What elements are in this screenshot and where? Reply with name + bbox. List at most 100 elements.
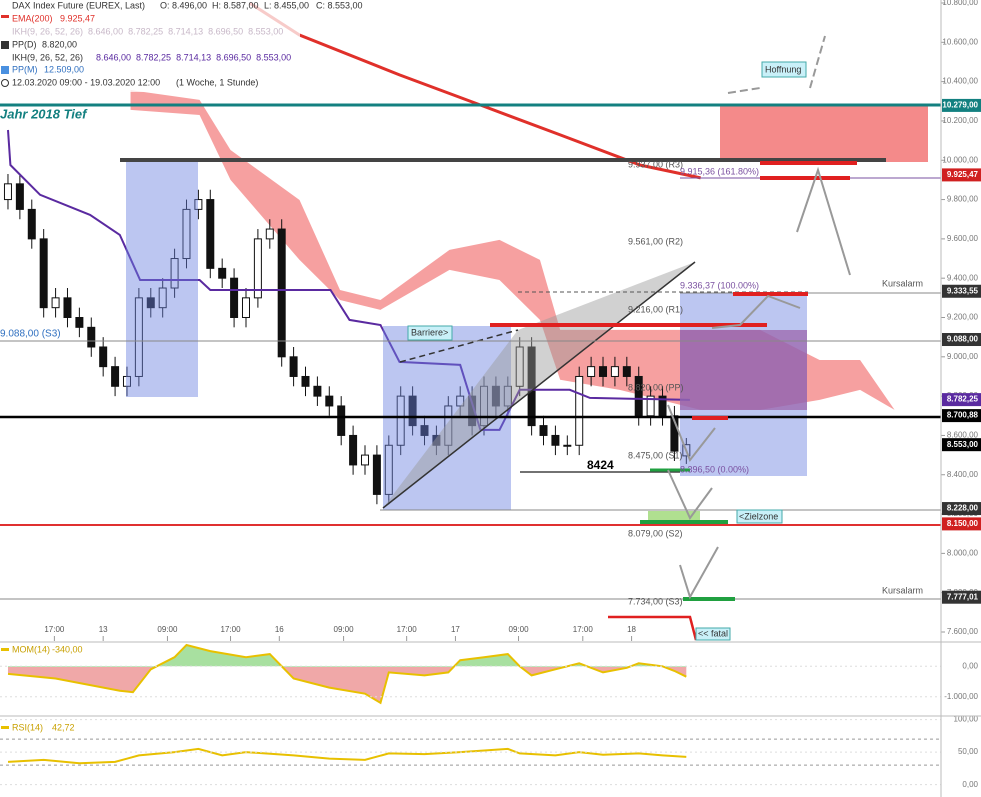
fib-label: 8.396,50 (0.00%) xyxy=(680,464,749,474)
legend-entry: (1 Woche, 1 Stunde) xyxy=(176,77,258,87)
legend-swatch xyxy=(1,15,9,18)
momentum-area-neg xyxy=(7,667,687,703)
candle-body xyxy=(51,297,60,309)
y-tick-label: 10.200,00 xyxy=(942,116,978,125)
candle-body xyxy=(610,366,619,377)
x-tick-label: 13 xyxy=(99,625,108,634)
arrow xyxy=(679,546,719,600)
fib-label: 9.915,36 (161.80%) xyxy=(680,166,759,176)
note: <Zielzone xyxy=(739,511,778,521)
candle-body xyxy=(337,405,346,436)
candle-body xyxy=(87,326,96,348)
price-label: 9.333,55 xyxy=(947,286,979,295)
candle-body xyxy=(301,375,310,387)
candle-body xyxy=(551,434,560,446)
legend-swatch xyxy=(1,726,9,729)
note: Kursalarm xyxy=(882,585,923,595)
candle-body xyxy=(99,346,108,368)
candle-body xyxy=(3,183,12,201)
legend-value: 8.820,00 xyxy=(42,39,77,49)
y-tick-label: 9.800,00 xyxy=(947,195,979,204)
candle-body xyxy=(420,425,429,436)
note: Kursalarm xyxy=(882,278,923,288)
y-tick-label: 10.800,00 xyxy=(942,0,978,7)
candle-body xyxy=(265,228,274,240)
y-tick-label: 50,00 xyxy=(958,747,979,756)
y-tick-label: 9.600,00 xyxy=(947,234,979,243)
legend-swatch xyxy=(1,66,9,74)
cloud xyxy=(130,90,895,410)
y-tick-label: -1.000,00 xyxy=(944,692,978,701)
note-box xyxy=(407,325,453,341)
x-tick-label: 18 xyxy=(627,625,636,634)
price-label: 8.150,00 xyxy=(947,519,979,528)
legend-value: O: 8.496,00 xyxy=(160,0,207,10)
highlight-box xyxy=(126,162,198,397)
candle-body xyxy=(539,425,548,436)
candle-body xyxy=(15,183,24,210)
candle-body xyxy=(289,356,298,377)
y-tick-label: 8.400,00 xyxy=(947,470,979,479)
price-label-box xyxy=(942,333,981,347)
candle-body xyxy=(408,395,417,427)
legend-value: L: 8.455,00 xyxy=(264,0,309,10)
legend-entry: IKH(9, 26, 52, 26) 8.646,00 8.782,25 8.7… xyxy=(12,26,283,36)
candle-body xyxy=(63,297,72,318)
candle-body xyxy=(468,395,477,427)
legend-title: DAX Index Future (EUREX, Last) xyxy=(12,0,145,10)
candle-body xyxy=(27,208,36,240)
note: 9.088,00 (S3) xyxy=(0,329,61,340)
legend-swatch xyxy=(1,648,9,651)
pivot-label: 9.561,00 (R2) xyxy=(628,236,683,246)
panel-value: -340,00 xyxy=(52,644,83,654)
candle-body xyxy=(563,444,572,447)
candle-body xyxy=(158,287,167,309)
x-tick-label: 09:00 xyxy=(509,625,530,634)
candle-body xyxy=(146,297,155,309)
candle-body xyxy=(622,366,631,377)
price-label: 8.782,25 xyxy=(947,395,979,404)
overlay-box xyxy=(680,330,807,410)
marker-bar xyxy=(608,615,698,641)
candle-body xyxy=(599,366,608,377)
candle-body xyxy=(277,228,286,358)
candle-body xyxy=(456,395,465,407)
panel-title: RSI(14) xyxy=(12,722,43,732)
fib-label: 9.336,37 (100.00%) xyxy=(680,280,759,290)
legend-value: 9.925,47 xyxy=(60,13,95,23)
y-tick-label: 9.400,00 xyxy=(947,273,979,282)
pivot-label: 7.734,00 (S3) xyxy=(628,596,683,606)
legend-entry: PP(M) xyxy=(12,64,38,74)
legend-entry: PP(D) xyxy=(12,39,37,49)
price-label-box xyxy=(942,517,981,531)
layer-top: 10.279,00 9.925,47 9.333,55 9.088,00 8.782,2… xyxy=(1,98,981,732)
y-tick-label: 100,00 xyxy=(954,715,979,724)
layer-under xyxy=(720,105,928,162)
x-tick-label: 17:00 xyxy=(221,625,242,634)
note-box xyxy=(695,627,731,641)
x-tick-label: 17 xyxy=(451,625,460,634)
candle-body xyxy=(349,434,358,466)
y-tick-label: 10.400,00 xyxy=(942,77,978,86)
note: 8424 xyxy=(587,458,614,472)
momentum-line xyxy=(7,643,687,705)
rsi-line xyxy=(7,747,687,765)
arrows xyxy=(667,35,851,600)
y-tick-label: 9.200,00 xyxy=(947,313,979,322)
price-label: 8.700,88 xyxy=(947,411,979,420)
x-tick-label: 09:00 xyxy=(157,625,178,634)
candle-body xyxy=(527,346,536,427)
arrow xyxy=(667,469,713,520)
y-tick-label: 8.000,00 xyxy=(947,548,979,557)
arrow xyxy=(727,87,761,94)
note-box xyxy=(761,61,807,78)
candle-body xyxy=(384,444,393,495)
target-zone xyxy=(648,511,700,521)
price-label: 9.088,00 xyxy=(947,335,979,344)
price-label: 8.228,00 xyxy=(947,504,979,513)
price-label-box xyxy=(942,98,981,112)
candle-body xyxy=(480,385,489,427)
note: Barriere> xyxy=(411,327,448,337)
